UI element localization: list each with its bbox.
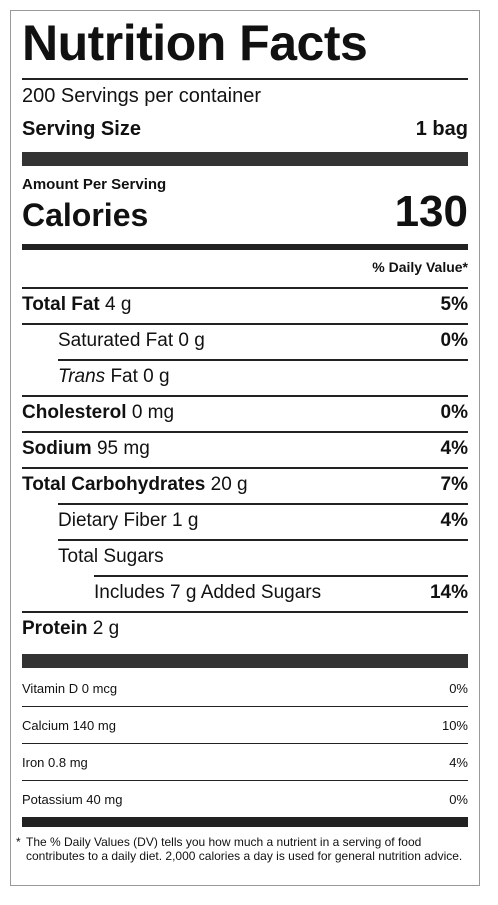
divider	[58, 359, 468, 361]
nutrient-dv: 5%	[440, 294, 468, 315]
nutrient-amount: 4 g	[105, 294, 132, 315]
calories-row: Calories 130	[22, 187, 468, 237]
nutrient-dv: 4%	[440, 510, 468, 531]
nutrient-row-total-sugars: Total Sugars	[58, 546, 468, 568]
divider	[22, 743, 468, 744]
vitamin-row: Iron 0.8 mg 4%	[22, 755, 468, 770]
medium-divider	[22, 244, 468, 250]
vitamin-dv: 0%	[449, 681, 468, 696]
vitamin-dv: 4%	[449, 755, 468, 770]
divider	[22, 780, 468, 781]
footnote: * The % Daily Values (DV) tells you how …	[16, 835, 468, 863]
amount-per-serving-row: Amount Per Serving	[22, 176, 468, 193]
label-title: Nutrition Facts	[22, 15, 368, 71]
nutrient-name: Cholesterol	[22, 402, 127, 423]
vitamin-name: Calcium 140 mg	[22, 718, 116, 733]
nutrient-row-total-fat: Total Fat 4 g 5%	[22, 294, 468, 316]
nutrient-row-trans-fat: Trans Fat 0 g	[58, 366, 468, 388]
divider	[22, 706, 468, 707]
label-inner: Nutrition Facts 200 Servings per contain…	[16, 11, 468, 885]
divider	[22, 323, 468, 325]
divider	[22, 78, 468, 80]
nutrient-dv: 4%	[440, 438, 468, 459]
divider	[94, 575, 468, 577]
nutrient-name: Fat 0 g	[110, 366, 170, 387]
serving-size-row: Serving Size 1 bag	[22, 118, 468, 141]
vitamin-dv: 0%	[449, 792, 468, 807]
thick-divider	[22, 654, 468, 668]
nutrient-amount: 20 g	[210, 474, 248, 495]
servings-row: 200 Servings per container	[22, 85, 468, 108]
divider	[22, 467, 468, 469]
nutrient-dv: 14%	[429, 582, 468, 603]
nutrient-amount: 2 g	[92, 618, 120, 639]
vitamin-row: Calcium 140 mg 10%	[22, 718, 468, 733]
nutrient-row-cholesterol: Cholesterol 0 mg 0%	[22, 402, 468, 424]
medium-divider	[22, 817, 468, 827]
calories-label: Calories	[22, 197, 149, 233]
nutrient-dv: 0%	[440, 330, 468, 351]
nutrient-name: Total Fat	[22, 294, 100, 315]
nutrient-name: Sodium	[22, 438, 92, 459]
nutrient-dv: 7%	[440, 474, 468, 495]
vitamin-name: Potassium 40 mg	[22, 792, 123, 807]
nutrient-amount: 95 mg	[96, 438, 150, 459]
divider	[58, 539, 468, 541]
footnote-text: The % Daily Values (DV) tells you how mu…	[26, 835, 463, 863]
nutrient-row-total-carbs: Total Carbohydrates 20 g 7%	[22, 474, 468, 496]
vitamin-name: Iron 0.8 mg	[22, 755, 88, 770]
nutrient-row-sodium: Sodium 95 mg 4%	[22, 438, 468, 460]
divider	[58, 503, 468, 505]
daily-value-header-row: % Daily Value*	[22, 259, 468, 275]
nutrient-row-dietary-fiber: Dietary Fiber 1 g 4%	[58, 510, 468, 532]
footnote-asterisk: *	[16, 835, 21, 849]
vitamin-dv: 10%	[441, 718, 468, 733]
vitamin-row: Potassium 40 mg 0%	[22, 792, 468, 807]
nutrient-name: Saturated Fat 0 g	[58, 330, 205, 351]
divider	[22, 611, 468, 613]
nutrient-row-protein: Protein 2 g	[22, 618, 468, 640]
thick-divider	[22, 152, 468, 166]
nutrient-dv: 0%	[440, 402, 468, 423]
amount-per-serving: Amount Per Serving	[22, 176, 167, 193]
divider	[22, 431, 468, 433]
trans-italic: Trans	[58, 366, 106, 387]
serving-size-label: Serving Size	[22, 118, 141, 140]
vitamin-name: Vitamin D 0 mcg	[22, 681, 118, 696]
calories-value: 130	[394, 187, 468, 236]
nutrient-amount: 0 mg	[131, 402, 175, 423]
nutrient-name: Dietary Fiber 1 g	[58, 510, 199, 531]
nutrient-name: Includes 7 g Added Sugars	[94, 582, 322, 603]
divider	[22, 287, 468, 289]
daily-value-header: % Daily Value*	[372, 259, 468, 275]
servings-per-container: 200 Servings per container	[22, 85, 262, 107]
nutrient-row-saturated-fat: Saturated Fat 0 g 0%	[58, 330, 468, 352]
nutrition-label: Nutrition Facts 200 Servings per contain…	[10, 10, 480, 886]
nutrient-row-added-sugars: Includes 7 g Added Sugars 14%	[94, 582, 468, 604]
serving-size-value: 1 bag	[415, 118, 468, 140]
divider	[22, 395, 468, 397]
nutrient-name: Total Carbohydrates	[22, 474, 206, 495]
nutrient-name: Total Sugars	[58, 546, 164, 567]
vitamin-row: Vitamin D 0 mcg 0%	[22, 681, 468, 696]
nutrient-name: Protein	[22, 618, 88, 639]
